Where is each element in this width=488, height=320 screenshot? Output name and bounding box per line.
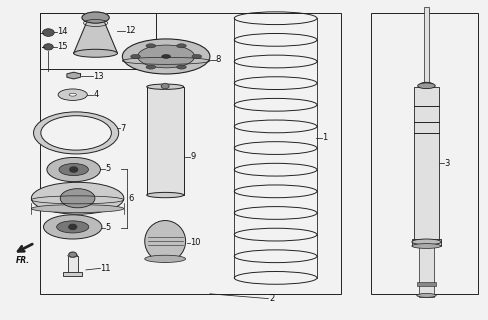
Circle shape xyxy=(42,29,54,36)
Bar xyxy=(414,87,439,243)
Ellipse shape xyxy=(147,84,183,89)
Ellipse shape xyxy=(177,65,186,69)
Polygon shape xyxy=(74,17,118,53)
Ellipse shape xyxy=(417,293,436,297)
Bar xyxy=(147,87,183,195)
Bar xyxy=(63,272,82,276)
Ellipse shape xyxy=(60,189,95,208)
Circle shape xyxy=(69,252,77,257)
Text: 5: 5 xyxy=(105,223,111,232)
Ellipse shape xyxy=(420,82,433,88)
Text: 1: 1 xyxy=(322,133,327,142)
Text: 10: 10 xyxy=(190,238,201,247)
Bar xyxy=(40,13,341,294)
Ellipse shape xyxy=(162,54,170,58)
Ellipse shape xyxy=(146,65,156,69)
Ellipse shape xyxy=(138,45,195,68)
Text: 14: 14 xyxy=(57,28,68,36)
Ellipse shape xyxy=(47,157,101,182)
Ellipse shape xyxy=(41,116,111,150)
Ellipse shape xyxy=(34,112,119,154)
Bar xyxy=(40,13,157,69)
Text: 8: 8 xyxy=(216,55,221,64)
Bar xyxy=(417,282,436,286)
Ellipse shape xyxy=(59,164,88,176)
Ellipse shape xyxy=(31,182,124,214)
Text: 3: 3 xyxy=(445,159,450,168)
Text: 5: 5 xyxy=(105,164,111,173)
Text: 15: 15 xyxy=(57,42,68,52)
Ellipse shape xyxy=(412,244,441,248)
Bar xyxy=(419,243,434,297)
Text: 6: 6 xyxy=(129,194,134,203)
Bar xyxy=(370,13,478,294)
Ellipse shape xyxy=(418,83,435,89)
Ellipse shape xyxy=(69,93,76,96)
Ellipse shape xyxy=(122,39,210,74)
Text: 13: 13 xyxy=(93,72,104,81)
Text: FR.: FR. xyxy=(16,256,30,265)
Text: 4: 4 xyxy=(93,90,99,99)
Circle shape xyxy=(69,224,77,229)
Ellipse shape xyxy=(146,44,156,48)
Ellipse shape xyxy=(131,54,141,59)
Ellipse shape xyxy=(31,204,124,212)
Polygon shape xyxy=(67,72,81,79)
Ellipse shape xyxy=(192,54,202,59)
Ellipse shape xyxy=(82,12,109,23)
Ellipse shape xyxy=(68,254,78,257)
Ellipse shape xyxy=(57,221,89,233)
Ellipse shape xyxy=(412,239,441,245)
Circle shape xyxy=(70,167,78,172)
Ellipse shape xyxy=(177,44,186,48)
Text: 9: 9 xyxy=(190,152,196,161)
Text: 11: 11 xyxy=(101,264,111,273)
Bar xyxy=(424,7,429,87)
Ellipse shape xyxy=(147,192,183,198)
Text: 7: 7 xyxy=(120,124,125,132)
Circle shape xyxy=(161,84,169,89)
Ellipse shape xyxy=(58,89,87,100)
Text: 12: 12 xyxy=(125,27,135,36)
Bar xyxy=(68,256,78,273)
Bar xyxy=(412,239,441,246)
Circle shape xyxy=(43,44,53,50)
Ellipse shape xyxy=(145,220,185,262)
Ellipse shape xyxy=(74,49,118,57)
Ellipse shape xyxy=(145,255,185,262)
Ellipse shape xyxy=(43,215,102,239)
Text: 2: 2 xyxy=(270,294,275,303)
